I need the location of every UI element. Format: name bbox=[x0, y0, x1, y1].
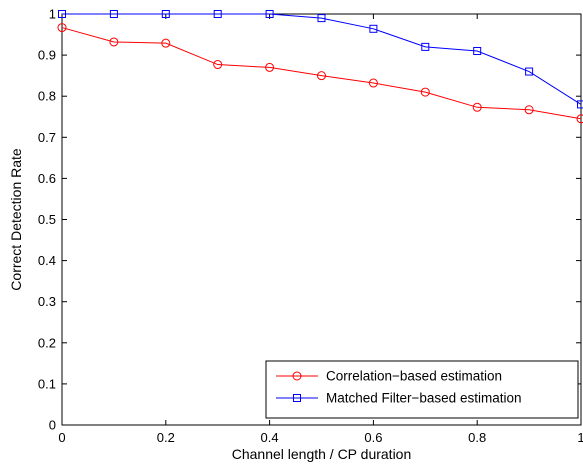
x-axis: 0 0.2 0.4 0.6 0.8 1 bbox=[58, 14, 583, 445]
x-tick-label: 0.2 bbox=[157, 430, 175, 445]
data-point bbox=[524, 105, 534, 115]
y-axis-label: Correct Detection Rate bbox=[8, 148, 24, 291]
series-line bbox=[62, 13, 582, 105]
y-tick-label: 0.7 bbox=[38, 130, 56, 145]
data-point bbox=[577, 100, 583, 109]
x-tick-label: 0 bbox=[58, 430, 65, 445]
x-tick-label: 0.6 bbox=[364, 430, 382, 445]
data-point bbox=[421, 42, 430, 51]
data-point bbox=[58, 10, 66, 18]
plot-area bbox=[61, 13, 582, 426]
series-line bbox=[61, 27, 582, 120]
data-point bbox=[317, 71, 326, 81]
y-tick-label: 0.1 bbox=[38, 376, 56, 391]
y-tick-label: 0.9 bbox=[38, 48, 56, 63]
y-tick-label: 0.2 bbox=[38, 335, 56, 350]
data-point bbox=[109, 37, 119, 47]
data-point bbox=[161, 10, 170, 18]
data-point bbox=[369, 24, 378, 33]
data-point bbox=[265, 10, 274, 18]
data-point bbox=[473, 46, 482, 55]
data-point bbox=[265, 62, 275, 72]
series-correlation bbox=[57, 23, 583, 124]
data-point bbox=[368, 78, 378, 88]
series-matched-filter bbox=[58, 10, 583, 109]
data-point bbox=[525, 67, 534, 76]
data-point bbox=[57, 23, 67, 33]
data-point bbox=[161, 38, 171, 48]
x-tick-label: 0.8 bbox=[468, 430, 486, 445]
data-point bbox=[109, 10, 118, 18]
x-axis-label: Channel length / CP duration bbox=[232, 446, 412, 462]
y-tick-label: 1 bbox=[49, 7, 56, 22]
y-tick-label: 0.5 bbox=[38, 212, 56, 227]
series-layer bbox=[57, 10, 583, 124]
y-tick-label: 0.4 bbox=[38, 253, 56, 268]
data-point bbox=[576, 114, 583, 124]
legend-label: Correlation−based estimation bbox=[326, 369, 502, 384]
y-tick-label: 0 bbox=[49, 418, 56, 433]
data-point bbox=[420, 87, 430, 97]
legend-marker bbox=[292, 371, 302, 381]
y-tick-label: 0.8 bbox=[38, 89, 56, 104]
x-tick-label: 1 bbox=[577, 430, 583, 445]
legend-marker bbox=[293, 394, 301, 402]
y-tick-label: 0.3 bbox=[38, 294, 56, 309]
data-point bbox=[472, 102, 482, 112]
y-axis: 0 0.1 0.2 0.3 0.4 0.5 0.6 0.7 0.8 0.9 1 bbox=[38, 7, 581, 433]
legend-box bbox=[265, 360, 579, 419]
legend: Correlation−based estimation Matched Filt… bbox=[265, 360, 579, 419]
y-tick-label: 0.6 bbox=[38, 171, 56, 186]
data-point bbox=[213, 60, 223, 70]
data-point bbox=[317, 14, 326, 23]
x-tick-label: 0.4 bbox=[261, 430, 279, 445]
legend-label: Matched Filter−based estimation bbox=[326, 391, 521, 406]
data-point bbox=[213, 10, 222, 18]
